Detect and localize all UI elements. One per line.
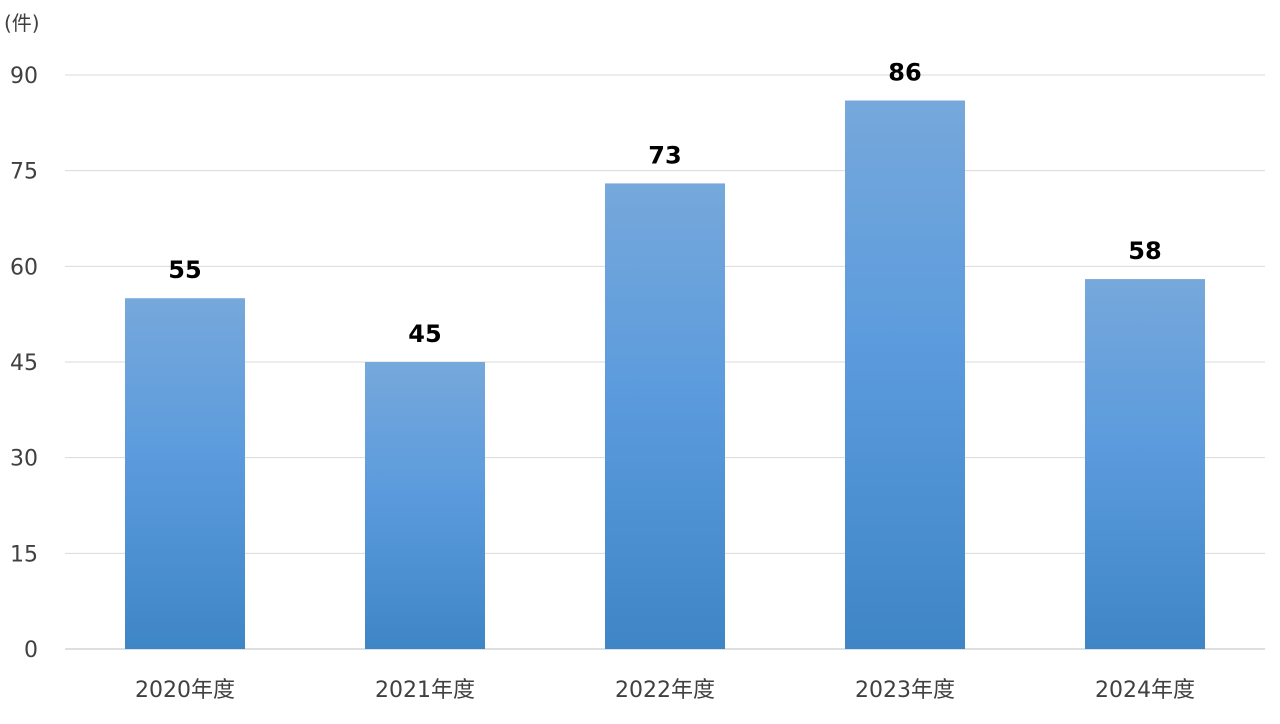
bar-value-label: 73 — [648, 141, 681, 169]
y-tick-label: 15 — [10, 542, 38, 567]
y-axis-ticks: 0 15 30 45 60 75 90 — [10, 64, 38, 663]
bar — [605, 183, 725, 649]
y-axis-unit-label: (件) — [4, 11, 40, 35]
bar — [365, 362, 485, 649]
y-tick-label: 90 — [10, 64, 38, 89]
bar — [125, 298, 245, 649]
bar-value-label: 55 — [168, 256, 201, 284]
y-tick-label: 60 — [10, 255, 38, 280]
x-tick-label: 2020年度 — [135, 678, 235, 703]
bar-value-label: 58 — [1128, 237, 1161, 265]
x-axis-ticks: 2020年度 2021年度 2022年度 2023年度 2024年度 — [135, 678, 1195, 703]
bar-value-label: 45 — [408, 320, 441, 348]
x-tick-label: 2024年度 — [1095, 678, 1195, 703]
x-tick-label: 2022年度 — [615, 678, 715, 703]
y-tick-label: 75 — [10, 160, 38, 185]
bar — [845, 100, 965, 649]
bars: 55 45 73 86 58 — [125, 59, 1205, 649]
y-tick-label: 45 — [10, 351, 38, 376]
x-tick-label: 2021年度 — [375, 678, 475, 703]
bar-value-label: 86 — [888, 59, 921, 87]
y-tick-label: 0 — [24, 638, 38, 663]
y-tick-label: 30 — [10, 447, 38, 472]
x-tick-label: 2023年度 — [855, 678, 955, 703]
bar — [1085, 279, 1205, 649]
